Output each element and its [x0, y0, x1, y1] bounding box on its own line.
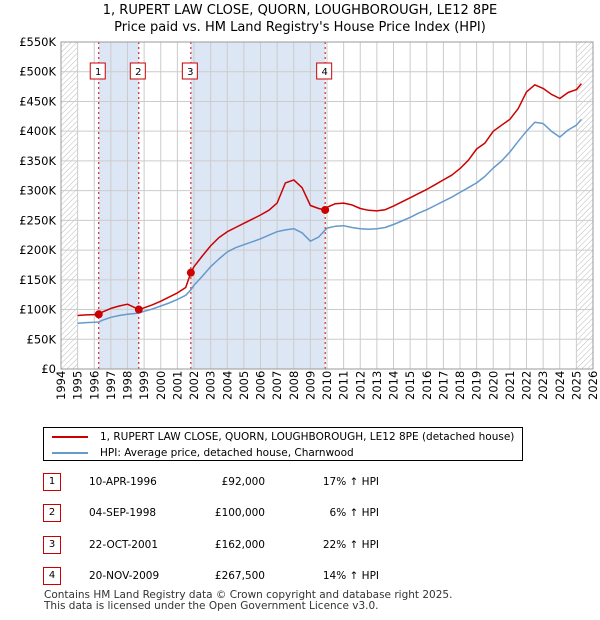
sale-marker-label: 2	[135, 67, 141, 78]
sale-date: 10-APR-1996	[89, 476, 157, 488]
footer-line1: Contains HM Land Registry data © Crown c…	[44, 589, 453, 601]
x-tick-label: 1995	[71, 371, 85, 400]
x-tick-label: 2012	[353, 371, 367, 400]
legend-swatch-hpi	[52, 452, 88, 454]
sale-price: £92,000	[221, 476, 265, 488]
shaded-range	[190, 42, 326, 369]
footer-attribution: Contains HM Land Registry data © Crown c…	[44, 590, 452, 612]
sale-marker-box	[129, 62, 146, 80]
x-tick-label: 2020	[486, 371, 500, 400]
chart-title-line2: Price paid vs. HM Land Registry's House …	[114, 20, 486, 35]
hatched-range	[61, 42, 78, 369]
x-tick-label: 2024	[553, 371, 567, 400]
y-tick-label: £150K	[19, 273, 56, 287]
x-tick-label: 1998	[121, 371, 135, 400]
sale-number-badge: 4	[43, 567, 61, 585]
chart-title-line1: 1, RUPERT LAW CLOSE, QUORN, LOUGHBOROUGH…	[102, 3, 498, 18]
x-tick-label: 1999	[137, 371, 151, 400]
x-tick-label: 2025	[569, 371, 583, 400]
x-tick-label: 2000	[154, 371, 168, 400]
x-tick-label: 2015	[403, 371, 417, 400]
x-tick-label: 2022	[520, 371, 534, 400]
sale-marker-box	[89, 62, 106, 80]
sale-number-badge: 1	[43, 473, 61, 491]
x-tick-label: 2005	[237, 371, 251, 400]
x-tick-label: 2004	[220, 371, 234, 400]
y-tick-label: £50K	[27, 332, 57, 346]
sale-price: £100,000	[214, 507, 265, 519]
x-tick-label: 1996	[87, 371, 101, 400]
y-tick-label: £500K	[19, 65, 56, 79]
x-tick-label: 2017	[436, 371, 450, 400]
x-tick-label: 2021	[503, 371, 517, 400]
footer-line2: This data is licensed under the Open Gov…	[44, 600, 379, 612]
sale-price: £267,500	[214, 570, 265, 582]
chart-title: 1, RUPERT LAW CLOSE, QUORN, LOUGHBOROUGH…	[0, 2, 600, 36]
chart-legend: 1, RUPERT LAW CLOSE, QUORN, LOUGHBOROUGH…	[43, 427, 523, 461]
sale-marker-label: 4	[321, 67, 327, 78]
x-tick-label: 1997	[104, 371, 118, 400]
sale-point	[134, 305, 143, 314]
sale-point	[321, 205, 330, 214]
x-tick-label: 2009	[303, 371, 317, 400]
x-tick-label: 2003	[204, 371, 218, 400]
sale-marker-label: 1	[95, 67, 101, 78]
plot-frame	[60, 41, 594, 370]
x-tick-label: 1994	[54, 371, 68, 400]
y-tick-label: £300K	[19, 184, 56, 198]
x-tick-label: 2011	[337, 371, 351, 400]
x-tick-label: 2008	[287, 371, 301, 400]
sale-marker-box	[181, 62, 198, 80]
y-tick-label: £250K	[19, 213, 56, 227]
x-tick-label: 2007	[270, 371, 284, 400]
x-tick-label: 2023	[536, 371, 550, 400]
x-tick-label: 2013	[370, 371, 384, 400]
sale-point	[186, 268, 195, 277]
x-tick-label: 2018	[453, 371, 467, 400]
x-tick-label: 2016	[420, 371, 434, 400]
x-tick-label: 2001	[170, 371, 184, 400]
y-tick-label: £200K	[19, 243, 56, 257]
sale-date: 04-SEP-1998	[89, 507, 157, 519]
y-tick-label: £350K	[19, 154, 56, 168]
sale-date: 22-OCT-2001	[89, 539, 158, 551]
legend-item-hpi: HPI: Average price, detached house, Char…	[52, 445, 354, 461]
sale-point	[94, 310, 103, 319]
x-tick-label: 2019	[470, 371, 484, 400]
x-tick-label: 2026	[586, 371, 600, 400]
legend-item-price: 1, RUPERT LAW CLOSE, QUORN, LOUGHBOROUGH…	[52, 429, 514, 445]
x-tick-label: 2002	[187, 371, 201, 400]
y-tick-label: £450K	[19, 94, 56, 108]
hatched-range	[576, 42, 593, 369]
sale-marker-label: 3	[187, 67, 193, 78]
x-tick-label: 2010	[320, 371, 334, 400]
x-tick-label: 2014	[387, 371, 401, 400]
legend-label-hpi: HPI: Average price, detached house, Char…	[100, 447, 354, 459]
price-chart: £0 £50K £100K £150K £200K £250K £300K £350K £400…	[19, 35, 600, 400]
hpi-series-line	[77, 118, 582, 324]
y-tick-label: £550K	[19, 35, 56, 49]
sale-hpi-change: 22% ↑ HPI	[322, 539, 379, 551]
y-tick-label: £100K	[19, 303, 56, 317]
y-tick-label: £400K	[19, 124, 56, 138]
sale-date: 20-NOV-2009	[89, 570, 160, 582]
legend-label-price: 1, RUPERT LAW CLOSE, QUORN, LOUGHBOROUGH…	[100, 431, 515, 443]
y-tick-label: £0	[41, 362, 56, 376]
sale-price: £162,000	[214, 539, 265, 551]
sale-number-badge: 3	[43, 536, 61, 554]
legend-swatch-price	[52, 436, 88, 438]
sale-number-badge: 2	[43, 504, 61, 522]
x-tick-label: 2006	[254, 371, 268, 400]
sale-hpi-change: 6% ↑ HPI	[329, 507, 379, 519]
sale-hpi-change: 17% ↑ HPI	[322, 476, 379, 488]
sale-marker-box	[316, 62, 333, 80]
sale-hpi-change: 14% ↑ HPI	[322, 570, 379, 582]
